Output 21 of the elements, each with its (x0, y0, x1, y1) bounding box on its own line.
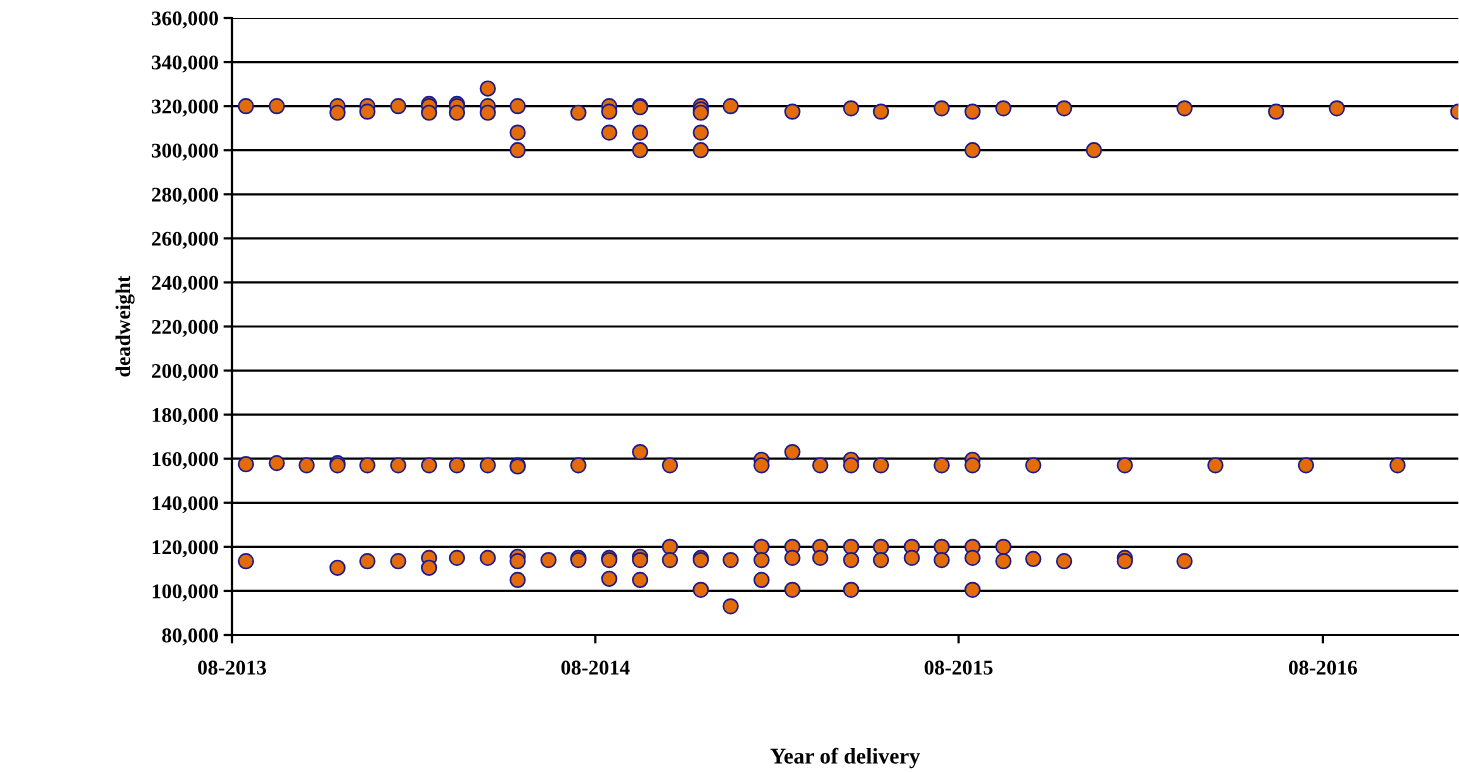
y-tick-label: 100,000 (152, 584, 219, 602)
y-tick-label: 240,000 (151, 275, 219, 293)
y-tick-label: 180,000 (152, 408, 219, 426)
y-axis-title: deadweight (115, 275, 135, 377)
y-tick-label: 80,000 (162, 628, 219, 646)
x-axis-title: Year of delivery (770, 747, 920, 769)
y-tick-label: 140,000 (152, 496, 219, 514)
y-tick-label: 220,000 (151, 319, 219, 337)
y-tick-label: 340,000 (151, 55, 219, 73)
y-tick-label: 280,000 (151, 187, 219, 205)
x-tick-label: 08-2015 (924, 660, 993, 675)
y-tick-label: 160,000 (152, 452, 219, 470)
x-tick-label: 08-2016 (1288, 660, 1358, 675)
x-tick-label: 08-2014 (561, 660, 630, 675)
y-tick-label: 120,000 (152, 540, 219, 558)
y-tick-label: 200,000 (151, 363, 219, 382)
y-tick-label: 260,000 (151, 231, 219, 249)
x-tick-label: 08-2013 (198, 660, 267, 675)
y-tick-label: 320,000 (151, 99, 219, 117)
y-tick-label: 360,000 (151, 11, 219, 29)
y-tick-label: 300,000 (151, 143, 219, 161)
